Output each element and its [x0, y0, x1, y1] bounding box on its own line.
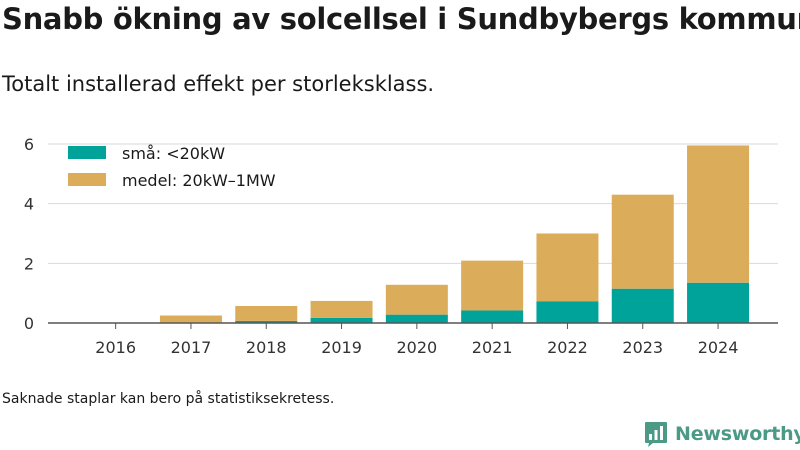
bar-segment: [310, 317, 373, 323]
bar-segment: [536, 301, 599, 323]
bar-segment: [385, 314, 448, 323]
bar-segment: [611, 288, 674, 323]
legend-label: medel: 20kW–1MW: [122, 171, 276, 190]
y-axis-tick-labels: 0 2 4 6: [24, 135, 34, 333]
x-tick-label: 2016: [95, 338, 136, 357]
x-tick-label: 2020: [396, 338, 437, 357]
bar-segment: [385, 284, 448, 315]
legend-swatch: [68, 173, 106, 186]
brand-name: Newsworthy: [675, 423, 800, 445]
bar-segment: [611, 194, 674, 289]
bar-segment: [687, 282, 750, 323]
legend: små: <20kW medel: 20kW–1MW: [68, 144, 276, 190]
y-tick-label: 2: [24, 254, 34, 273]
x-tick-label: 2024: [698, 338, 739, 357]
newsworthy-logo-icon: [645, 421, 667, 447]
chart-title: Snabb ökning av solcellsel i Sundbybergs…: [2, 2, 800, 36]
x-axis-tick-marks: [115, 323, 719, 329]
y-tick-label: 4: [24, 195, 34, 214]
y-tick-label: 0: [24, 314, 34, 333]
bar-segment: [235, 320, 298, 323]
bar-segment: [159, 315, 222, 323]
y-tick-label: 6: [24, 135, 34, 154]
x-tick-label: 2017: [171, 338, 212, 357]
x-tick-label: 2018: [246, 338, 287, 357]
legend-label: små: <20kW: [122, 144, 225, 163]
chart-subtitle: Totalt installerad effekt per storlekskl…: [2, 72, 435, 96]
x-tick-label: 2023: [622, 338, 663, 357]
x-tick-label: 2019: [321, 338, 362, 357]
bar-segment: [235, 305, 298, 321]
bar-segment: [461, 260, 524, 311]
bars: [159, 145, 750, 323]
x-tick-label: 2021: [472, 338, 513, 357]
legend-swatch: [68, 146, 106, 159]
bar-segment: [687, 145, 750, 283]
bar-segment: [310, 300, 373, 318]
bar-segment: [536, 233, 599, 302]
x-tick-label: 2022: [547, 338, 588, 357]
footnote: Saknade staplar kan bero på statistiksek…: [2, 391, 335, 407]
bar-segment: [461, 310, 524, 323]
brand-logo: Newsworthy: [644, 419, 800, 449]
x-axis-tick-labels: 2016 2017 2018 2019 2020 2021 2022 2023 2024: [95, 338, 738, 357]
stacked-bar-chart: 0 2 4 6 2016 2017 2018 2019 2020 2021 2022 2023 202…: [24, 135, 778, 357]
